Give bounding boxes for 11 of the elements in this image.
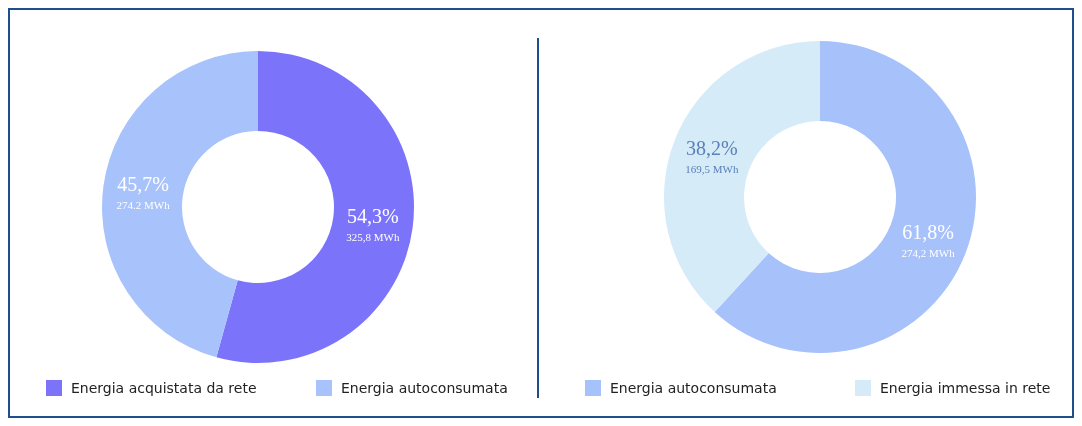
data-label: 61,8% 274,2 MWh (901, 221, 956, 260)
donut-slice (216, 51, 414, 363)
legend-label: Energia immessa in rete (880, 380, 1051, 396)
data-label: 38,2% 169,5 MWh (685, 136, 739, 175)
legend-label: Energia acquistata da rete (71, 380, 257, 396)
data-label: 54,3% 325,8 MWh (346, 204, 401, 243)
legend-label: Energia autoconsumata (341, 380, 508, 396)
donut-slice (102, 51, 258, 358)
donut-slice (664, 41, 820, 313)
data-label: 45,7% 274.2 MWh (116, 173, 171, 212)
legend-label: Energia autoconsumata (610, 380, 777, 396)
